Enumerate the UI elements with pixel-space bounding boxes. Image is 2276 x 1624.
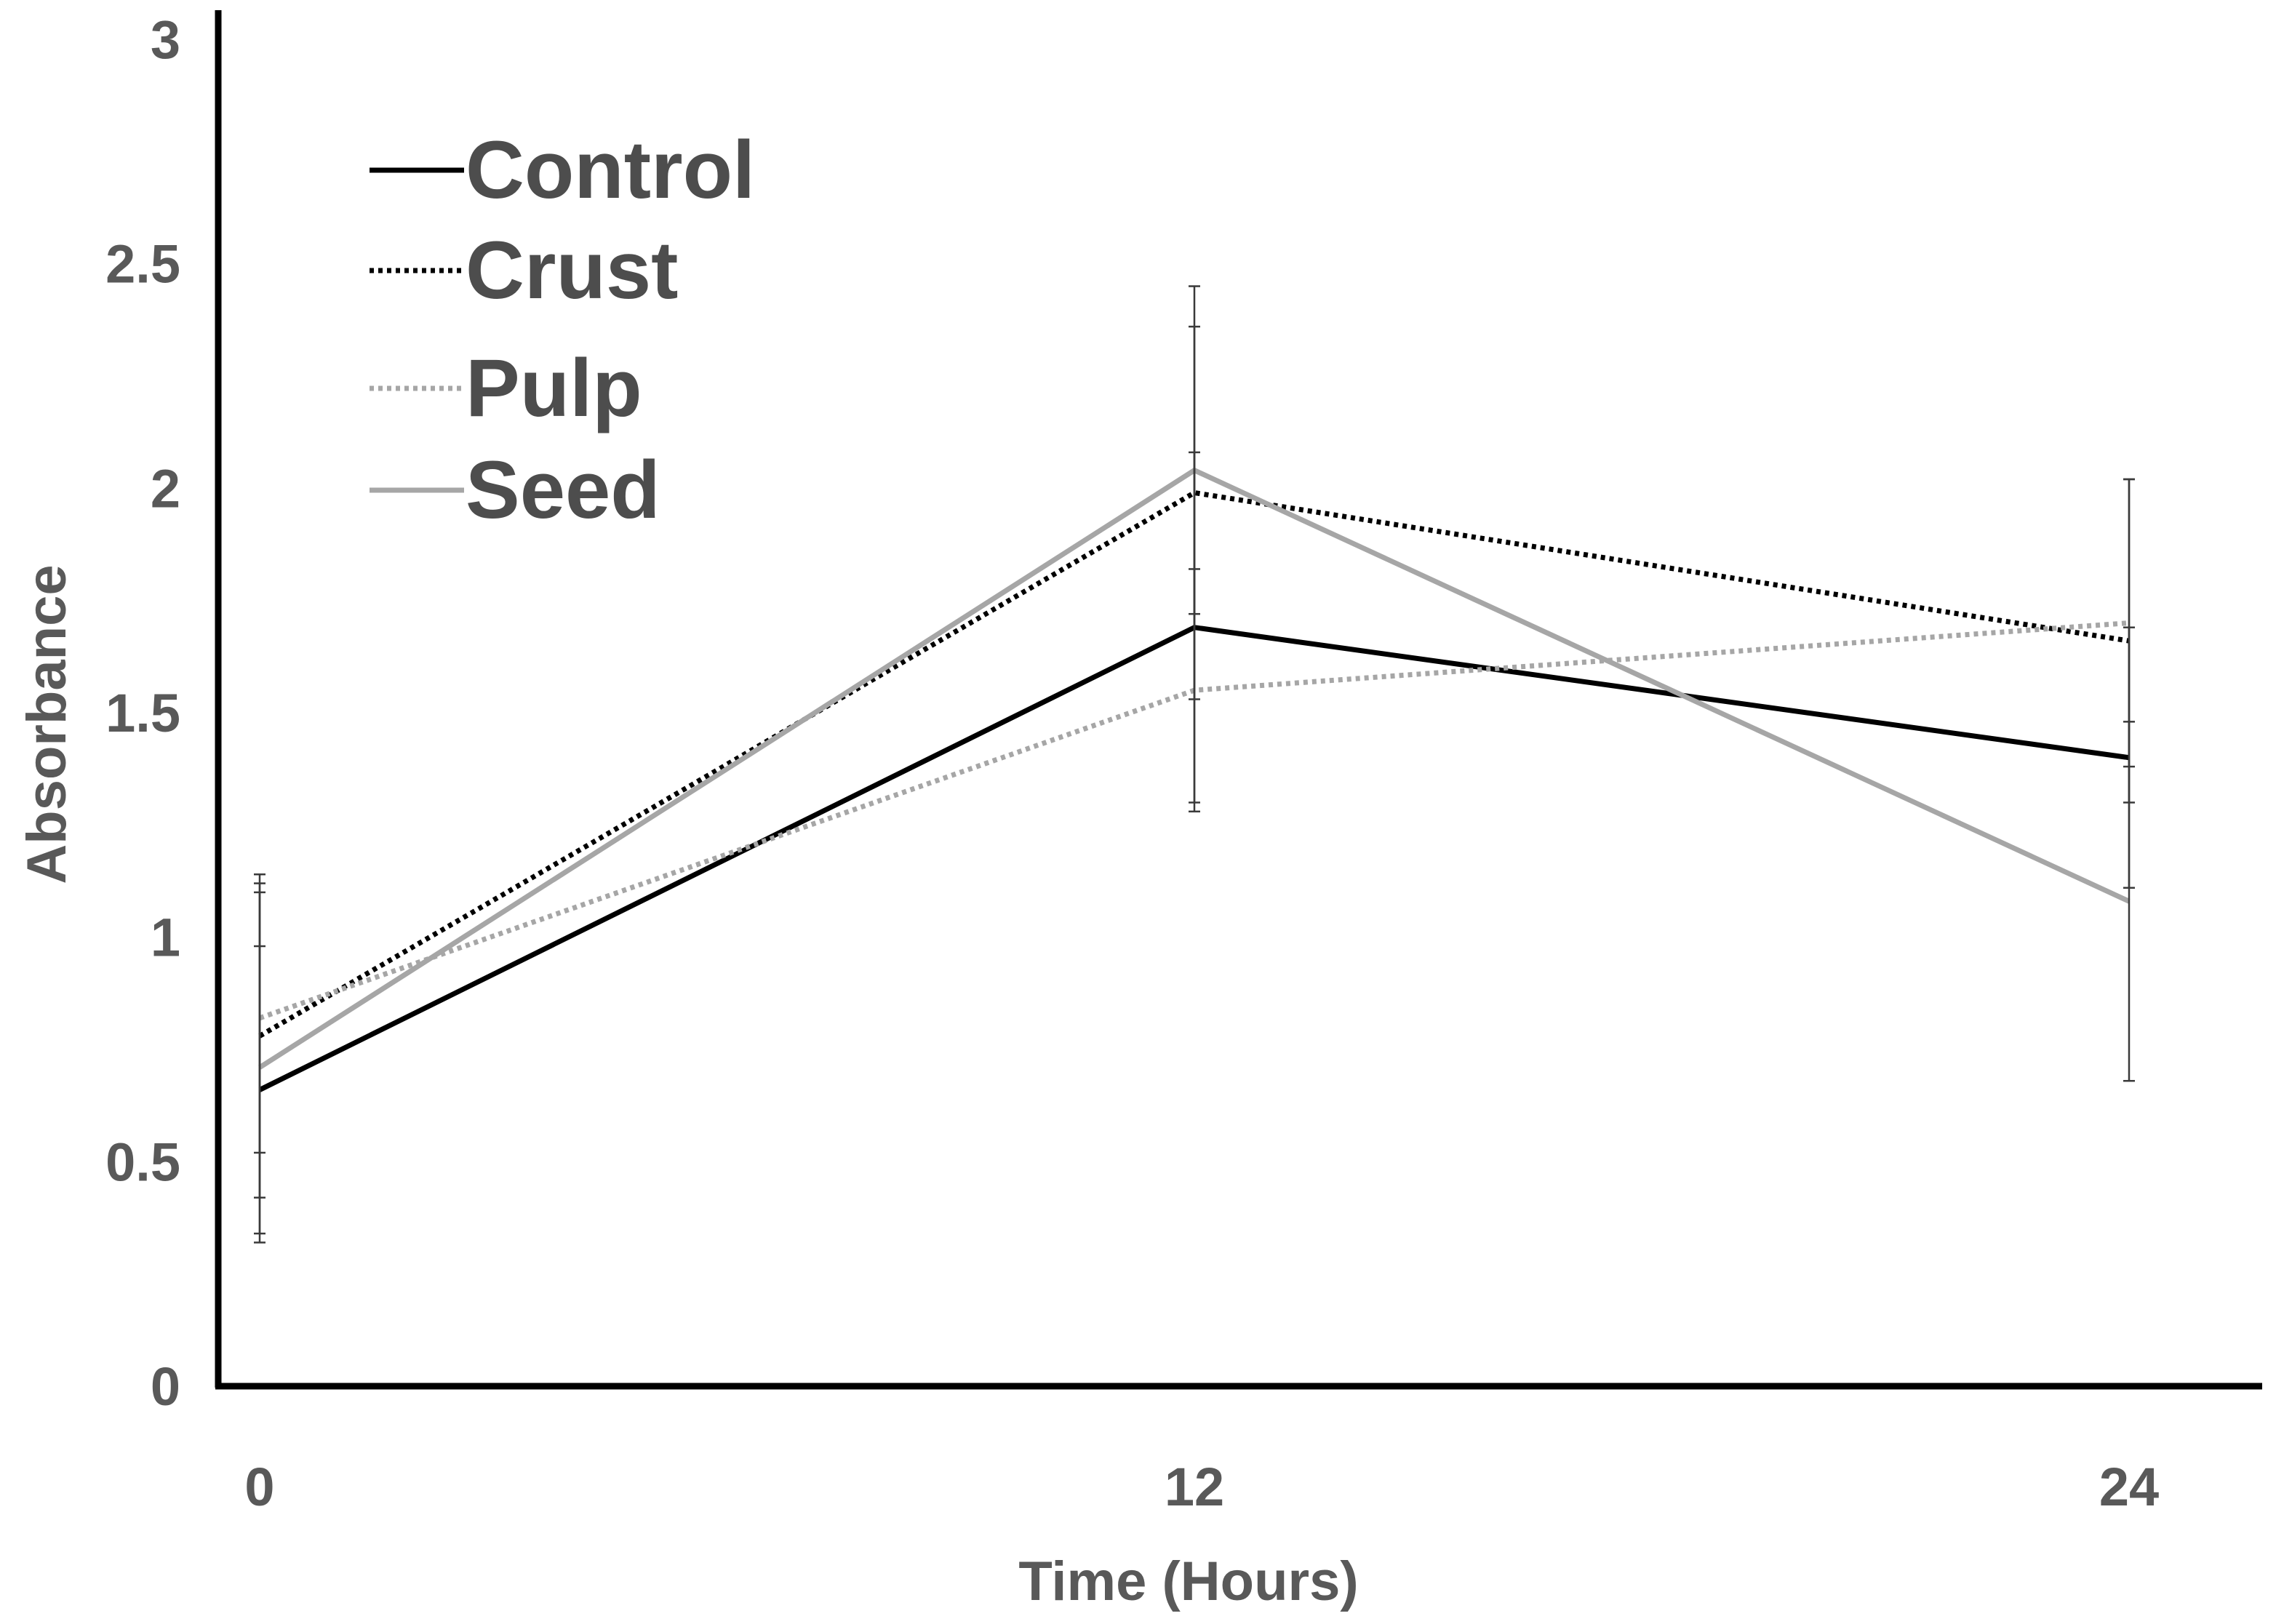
x-tick-label: 0: [244, 1457, 274, 1517]
y-tick-label: 1: [151, 908, 180, 968]
y-tick-label: 2.5: [105, 234, 180, 295]
y-axis-title: Absorbance: [16, 564, 78, 884]
error-bars: [254, 285, 2135, 1244]
y-tick-label: 0.5: [105, 1132, 180, 1192]
y-tick-label: 2: [151, 458, 180, 519]
legend-label-crust: Crust: [466, 225, 678, 316]
legend-label-pulp: Pulp: [466, 343, 642, 433]
legend-label-control: Control: [466, 124, 755, 215]
legend: Control Crust Pulp Seed: [370, 124, 755, 535]
y-tick-label: 3: [151, 9, 180, 70]
x-tick-label: 12: [1165, 1457, 1224, 1517]
y-tick-label: 0: [151, 1356, 180, 1417]
x-axis-title: Time (Hours): [1018, 1551, 1358, 1612]
legend-label-seed: Seed: [466, 444, 660, 535]
x-tick-labels: 0 12 24: [244, 1457, 2159, 1517]
x-tick-label: 24: [2099, 1457, 2159, 1517]
y-tick-label: 1.5: [105, 683, 180, 743]
y-tick-labels: 0 0.5 1 1.5 2 2.5 3: [105, 9, 180, 1417]
series-line-crust: [258, 489, 2130, 1039]
